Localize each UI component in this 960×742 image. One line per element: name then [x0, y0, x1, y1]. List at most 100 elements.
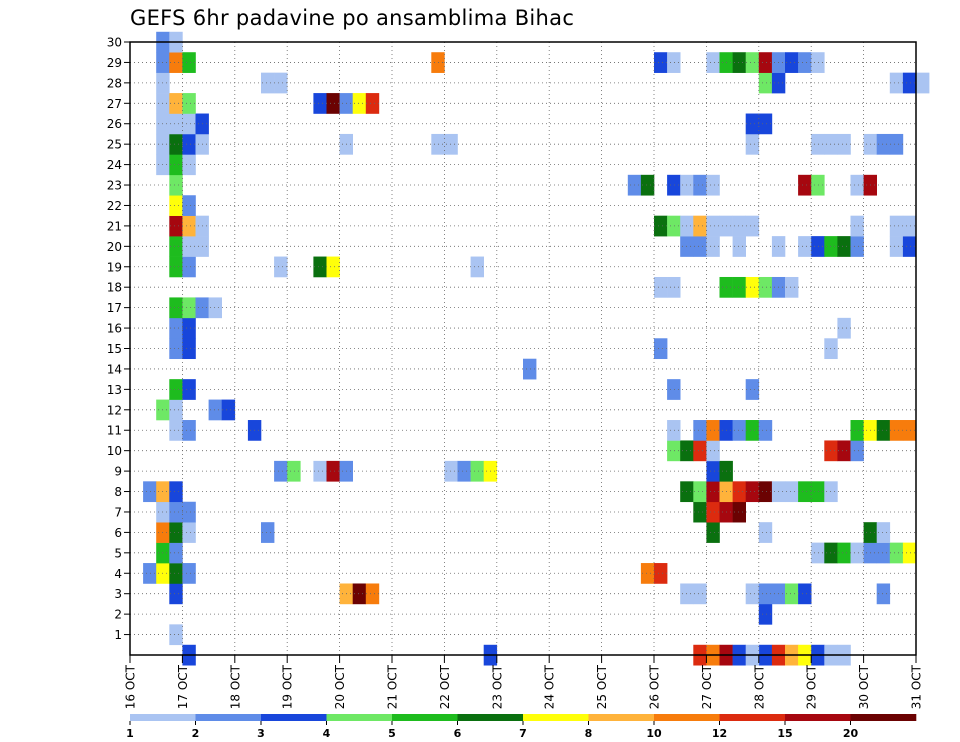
y-tick-label: 26	[107, 117, 122, 131]
x-tick-label: 17 OCT	[176, 664, 190, 709]
heatmap-cell	[889, 542, 904, 564]
y-tick-label: 24	[107, 158, 122, 172]
y-tick-label: 12	[107, 403, 122, 417]
heatmap-cell	[850, 420, 864, 441]
colorbar-swatch	[130, 714, 196, 721]
y-tick-label: 3	[114, 587, 122, 601]
heatmap-cell	[143, 563, 157, 584]
heatmap-cell	[274, 72, 288, 94]
heatmap-cell	[745, 133, 760, 155]
heatmap-cell	[169, 297, 183, 319]
y-tick-label: 2	[114, 608, 122, 622]
colorbar-swatch	[785, 714, 851, 721]
heatmap-cell	[706, 236, 720, 257]
heatmap-cell	[798, 481, 812, 503]
colorbar-label: 1	[126, 727, 134, 740]
heatmap-cell	[352, 93, 367, 114]
heatmap-cell	[169, 481, 183, 503]
heatmap-cell	[326, 460, 340, 482]
heatmap-cell	[758, 420, 773, 441]
heatmap-cell	[182, 93, 196, 114]
heatmap-cell	[785, 52, 799, 73]
heatmap-cell	[706, 481, 720, 503]
colorbar-label: 7	[519, 727, 527, 740]
heatmap-cell	[261, 72, 275, 94]
heatmap-cell	[837, 133, 851, 155]
heatmap-cell	[693, 501, 707, 523]
heatmap-cell	[693, 583, 707, 605]
y-axis: 1234567891011121314151617181920212223242…	[107, 36, 130, 642]
heatmap-cell	[182, 256, 196, 278]
heatmap-cell	[208, 297, 222, 319]
heatmap-cell	[169, 154, 183, 176]
heatmap-cell	[889, 72, 904, 94]
heatmap-cell	[182, 317, 196, 339]
heatmap-cell	[732, 215, 746, 237]
heatmap-cell	[182, 133, 196, 155]
heatmap-cell	[640, 174, 655, 196]
y-tick-label: 10	[107, 444, 122, 458]
heatmap-cell	[169, 317, 183, 339]
heatmap-cell	[640, 563, 655, 584]
colorbar-label: 3	[257, 727, 265, 740]
heatmap-cell	[785, 481, 799, 503]
heatmap-cell	[313, 460, 327, 482]
heatmap-cell	[667, 379, 681, 400]
chart-title: GEFS 6hr padavine po ansamblima Bihac	[130, 6, 575, 30]
y-tick-label: 13	[107, 383, 122, 397]
heatmap-cell	[850, 440, 864, 462]
heatmap-cell	[889, 133, 904, 155]
heatmap-cell	[785, 583, 799, 605]
heatmap-cell	[811, 236, 825, 257]
heatmap-cell	[182, 154, 196, 176]
heatmap-cell	[169, 624, 183, 646]
x-tick-label: 18 OCT	[228, 664, 242, 709]
heatmap-cell	[326, 93, 340, 114]
heatmap-cell	[221, 399, 236, 421]
colorbar-label: 5	[388, 727, 396, 740]
heatmap-cell	[654, 215, 668, 237]
x-tick-label: 26 OCT	[648, 664, 662, 709]
y-tick-label: 19	[107, 260, 122, 274]
y-tick-label: 18	[107, 281, 122, 295]
heatmap-cell	[182, 501, 196, 523]
heatmap-cell	[902, 215, 917, 237]
heatmap-cell	[758, 276, 773, 298]
colorbar-label: 4	[323, 727, 331, 740]
heatmap-cell	[889, 215, 904, 237]
heatmap-cell	[182, 215, 196, 237]
x-tick-label: 24 OCT	[543, 664, 557, 709]
heatmap-cell	[182, 420, 196, 441]
heatmap-cell	[182, 52, 196, 73]
heatmap-cell	[169, 399, 183, 421]
heatmap-cell	[850, 236, 864, 257]
heatmap-cell	[889, 420, 904, 441]
heatmap-cell	[811, 481, 825, 503]
heatmap-cell	[182, 522, 196, 543]
heatmap-cell	[916, 72, 930, 94]
y-tick-label: 28	[107, 76, 122, 90]
y-tick-label: 20	[107, 240, 122, 254]
heatmap-cell	[169, 113, 183, 135]
heatmap-cell	[169, 338, 183, 360]
colorbar-label: 20	[843, 727, 859, 740]
heatmap-cell	[706, 522, 720, 543]
heatmap-cell	[523, 358, 537, 380]
y-tick-label: 6	[114, 526, 122, 540]
heatmap-cell	[837, 542, 851, 564]
heatmap-cells	[143, 31, 930, 666]
colorbar-swatch	[392, 714, 458, 721]
heatmap-cell	[732, 420, 746, 441]
heatmap-cell	[274, 256, 288, 278]
heatmap-cell	[706, 460, 720, 482]
heatmap-cell	[654, 52, 668, 73]
heatmap-cell	[745, 276, 760, 298]
heatmap-cell	[837, 236, 851, 257]
y-tick-label: 15	[107, 342, 122, 356]
heatmap-cell	[169, 501, 183, 523]
heatmap-cell	[745, 420, 760, 441]
heatmap-cell	[811, 174, 825, 196]
x-tick-label: 29 OCT	[805, 664, 819, 709]
heatmap-cell	[667, 420, 681, 441]
heatmap-cell	[667, 215, 681, 237]
